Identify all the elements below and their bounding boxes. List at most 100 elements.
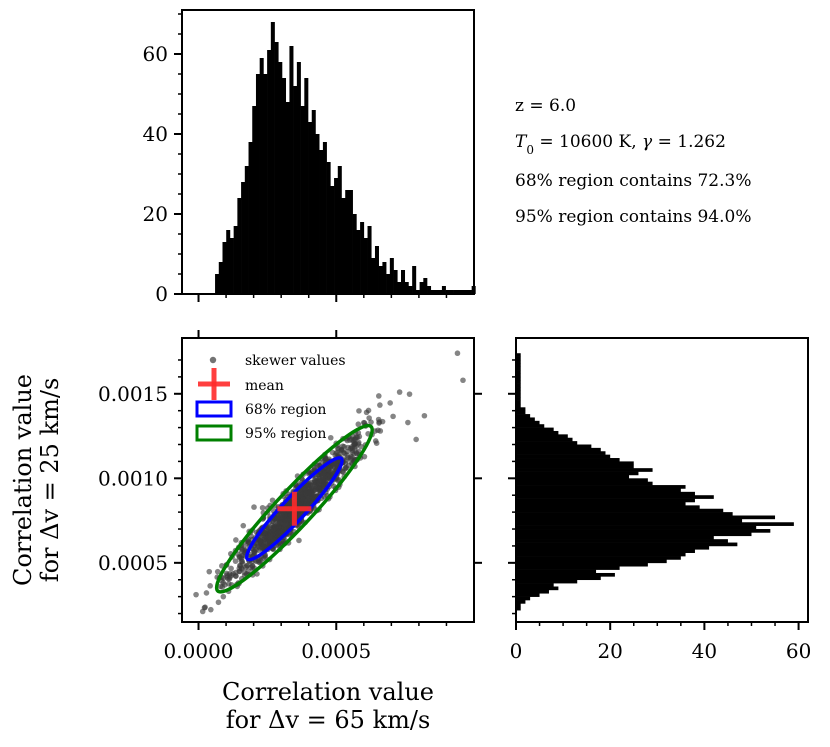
annotation-block: z = 6.0 T0 = 10600 K, γ = 1.262 68% regi… — [515, 96, 751, 227]
scatter-xtick-label: 0.0005 — [301, 639, 371, 663]
right-hist-bar — [516, 471, 639, 476]
right-hist-bar — [516, 515, 776, 520]
ellipse-95-region — [214, 423, 374, 594]
scatter-point — [255, 544, 261, 550]
scatter-point — [353, 450, 360, 457]
scatter-point — [257, 539, 264, 546]
scatter-point — [387, 400, 393, 406]
right-hist-bar — [516, 569, 597, 574]
top-hist-bar — [348, 190, 353, 294]
scatter-point — [347, 437, 353, 444]
t0-subscript: 0 — [526, 143, 534, 157]
scatter-point — [261, 530, 268, 536]
right-hist-bar — [516, 363, 521, 368]
right-hist-bar — [516, 566, 620, 570]
right-hist-bar — [516, 407, 526, 411]
right-hist-bar — [516, 478, 648, 482]
scatter-point — [251, 548, 257, 555]
scatter-point — [334, 449, 341, 456]
scatter-point — [405, 419, 411, 426]
scatter-point — [240, 522, 247, 529]
scatter-point — [208, 606, 214, 613]
region68-label: 68% region contains 72.3% — [515, 171, 751, 191]
top-hist-bar — [296, 62, 301, 294]
scatter-point — [340, 469, 347, 475]
y-axis-label-line2: for Δv = 25 km/s — [36, 378, 64, 583]
top-hist-bar — [389, 258, 394, 294]
top-hist-bar — [229, 238, 234, 294]
t0-value: = 10600 K, — [534, 132, 642, 152]
scatter-point — [460, 377, 466, 384]
scatter-point — [348, 444, 355, 450]
scatter-frame — [181, 337, 475, 623]
scatter-point — [274, 529, 281, 535]
top-histogram: 0 20 40 60 — [143, 9, 476, 306]
top-hist-bar — [222, 242, 227, 294]
scatter-point — [321, 470, 327, 477]
scatter-point — [327, 434, 334, 441]
top-hist-bar — [226, 230, 231, 294]
scatter-point — [363, 409, 370, 416]
legend-entry: mean — [198, 368, 284, 400]
top-hist-bar — [456, 290, 461, 294]
top-hist-bar — [445, 290, 450, 294]
right-hist-bar — [516, 603, 521, 608]
top-hist-bar — [427, 286, 432, 294]
legend-point-marker — [209, 356, 217, 364]
scatter-point — [242, 570, 248, 576]
right-hist-bar — [516, 393, 521, 398]
right-hist-bar — [516, 535, 714, 540]
right-hist-bar — [516, 458, 620, 462]
top-hist-bar — [382, 262, 387, 294]
scatter-point — [311, 479, 317, 486]
top-hist-bar — [453, 290, 458, 294]
right-hist-bar — [516, 525, 757, 530]
top-hist-bar — [285, 102, 290, 294]
right-hist-bar — [516, 403, 521, 408]
top-hist-bar — [267, 50, 272, 294]
legend: skewer values mean 68% region 95% region — [195, 353, 346, 442]
top-hist-bar — [401, 270, 406, 294]
top-hist-bar — [341, 198, 346, 294]
right-hist-bar — [516, 454, 611, 459]
top-hist-bar — [244, 166, 249, 294]
top-hist-bar — [237, 198, 242, 294]
right-hist-xtick-label: 40 — [692, 639, 717, 663]
top-hist-bar — [397, 282, 402, 294]
scatter-point — [360, 419, 367, 426]
top-hist-bar — [378, 266, 383, 294]
ellipse-68-region — [244, 456, 344, 562]
scatter-point — [237, 568, 243, 575]
scatter-point — [255, 559, 262, 565]
right-hist-bar — [516, 461, 634, 466]
top-hist-bar — [363, 238, 368, 294]
scatter-point — [217, 583, 224, 590]
right-hist-bar — [516, 383, 521, 388]
top-hist-bar — [393, 270, 398, 294]
right-hist-bar — [516, 576, 601, 581]
right-hist-bar — [516, 593, 540, 597]
scatter-point — [351, 436, 358, 443]
right-hist-bar — [516, 559, 667, 564]
top-hist-bar — [371, 258, 376, 294]
top-hist-bar — [218, 262, 223, 294]
right-hist-bar — [516, 366, 521, 371]
right-hist-bar — [516, 417, 535, 422]
right-histogram: 0 20 40 60 — [508, 337, 811, 663]
top-hist-bar — [315, 134, 320, 294]
scatter-point — [366, 415, 372, 421]
right-hist-xtick-label: 0 — [510, 639, 523, 663]
scatter-point — [353, 443, 359, 450]
scatter-point — [228, 565, 234, 572]
scatter-point — [236, 554, 243, 561]
right-hist-bar — [516, 505, 700, 510]
scatter-plot-area — [193, 350, 466, 615]
right-hist-bar — [516, 359, 521, 364]
right-hist-bar — [516, 370, 521, 374]
mean-marker — [277, 491, 312, 526]
x-axis-label-line2: for Δv = 65 km/s — [226, 706, 431, 734]
legend-label: mean — [245, 378, 284, 394]
scatter-point — [301, 487, 308, 493]
right-hist-bar — [516, 518, 743, 523]
right-hist-xtick-label: 20 — [597, 639, 622, 663]
